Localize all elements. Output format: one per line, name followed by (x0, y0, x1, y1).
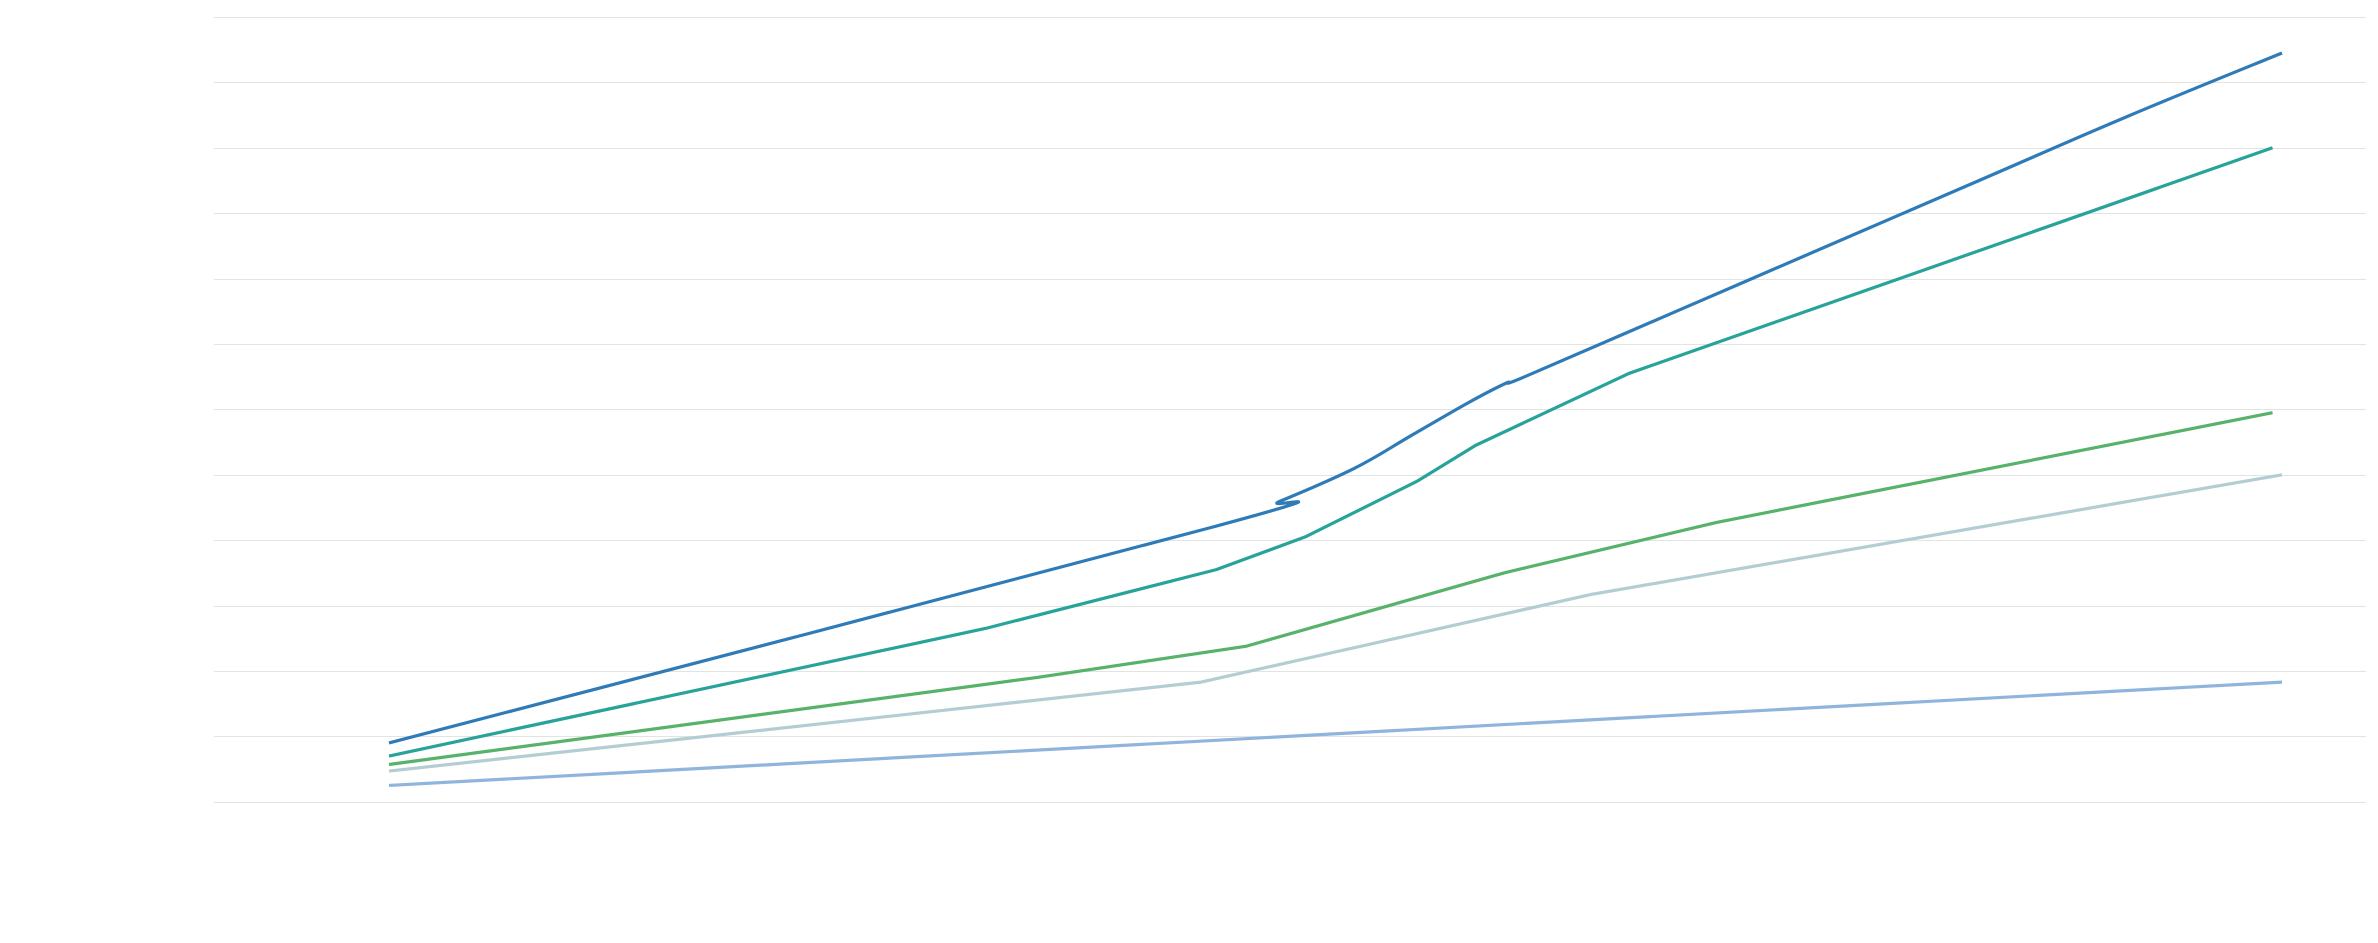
series-lines (388, 51, 2283, 788)
gridlines (214, 17, 2366, 803)
series-line-3 (388, 411, 2273, 767)
series-line-1 (388, 51, 2283, 745)
series-line-4 (388, 473, 2283, 773)
series-line-5 (388, 680, 2283, 788)
series-line-2 (388, 146, 2274, 758)
